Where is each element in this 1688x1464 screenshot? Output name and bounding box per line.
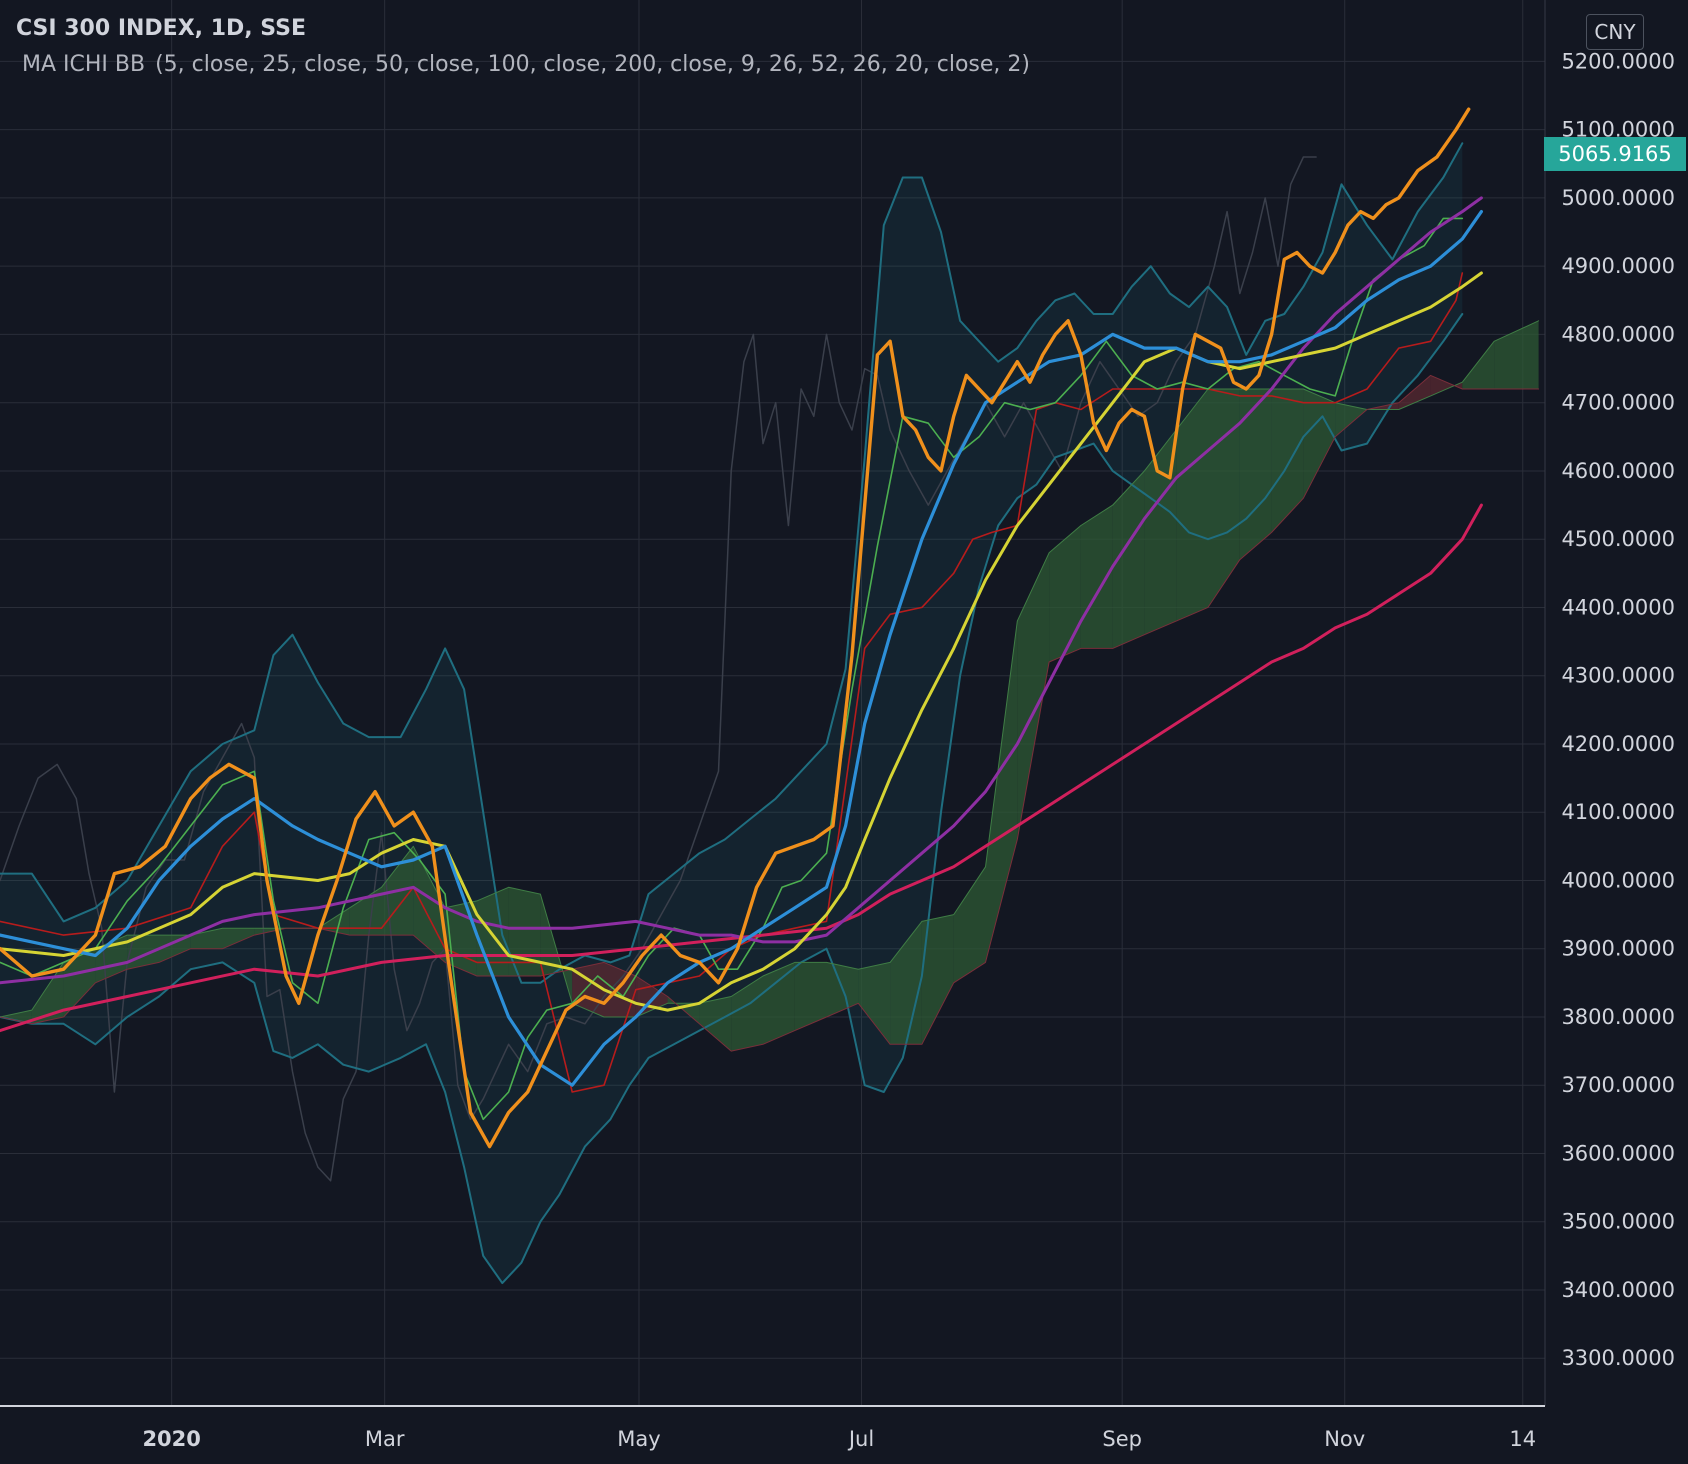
cloud-segment — [794, 962, 827, 1031]
y-tick-label: 4200.0000 — [1561, 732, 1675, 756]
y-tick-label: 3600.0000 — [1561, 1141, 1675, 1165]
y-tick-label: 4700.0000 — [1561, 391, 1675, 415]
cloud-segment — [1430, 375, 1463, 396]
bollinger-band-line — [0, 142, 1464, 984]
cloud-segment — [159, 935, 191, 963]
x-tick-label: Sep — [1102, 1427, 1142, 1451]
y-tick-label: 4800.0000 — [1561, 322, 1675, 346]
y-tick-label: 5200.0000 — [1561, 49, 1675, 73]
cloud-segment — [1144, 430, 1177, 635]
ma100-line — [0, 196, 1483, 985]
y-tick-label: 4000.0000 — [1561, 868, 1675, 892]
y-tick-label: 4300.0000 — [1561, 664, 1675, 688]
x-tick-label: 14 — [1509, 1427, 1536, 1451]
y-tick-label: 4400.0000 — [1561, 595, 1675, 619]
cloud-segment — [508, 887, 541, 976]
cloud-segment — [127, 935, 159, 970]
cloud-segment — [1398, 375, 1431, 410]
y-tick-label: 4500.0000 — [1561, 527, 1675, 551]
kijun-line — [0, 272, 1464, 1093]
indicator-name: MA ICHI BB — [22, 52, 146, 77]
x-tick-label: Mar — [365, 1427, 405, 1451]
currency-button[interactable]: CNY — [1586, 14, 1644, 50]
ichimoku-cloud — [0, 143, 1539, 1284]
indicator-params: (5, close, 25, close, 50, close, 100, cl… — [155, 52, 1030, 77]
cloud-segment — [1080, 505, 1113, 649]
grid — [0, 0, 1545, 1406]
bollinger-fill — [0, 143, 1463, 1284]
cloud-segment — [0, 1010, 32, 1024]
cloud-segment — [1239, 389, 1272, 560]
cloud-segment — [1303, 389, 1336, 499]
y-tick-label: 3900.0000 — [1561, 937, 1675, 961]
last-price-label: 5065.9165 — [1544, 137, 1686, 171]
ma200-line — [0, 503, 1483, 1033]
y-tick-label: 3400.0000 — [1561, 1278, 1675, 1302]
cloud-segment — [953, 866, 986, 983]
x-tick-label: Jul — [847, 1427, 874, 1451]
indicator-legend[interactable]: MA ICHI BB (5, close, 25, close, 50, clos… — [22, 52, 1030, 77]
y-tick-label: 3500.0000 — [1561, 1210, 1675, 1234]
y-tick-label: 5000.0000 — [1561, 186, 1675, 210]
cloud-segment — [1494, 320, 1539, 389]
cloud-segment — [1176, 389, 1208, 622]
cloud-segment — [921, 914, 954, 1045]
cloud-segment — [1017, 552, 1050, 840]
x-tick-label: 2020 — [142, 1427, 200, 1451]
y-tick-label: 4900.0000 — [1561, 254, 1675, 278]
y-tick-label: 3300.0000 — [1561, 1346, 1675, 1370]
last-price-value: 5065.9165 — [1558, 142, 1672, 166]
bollinger-band-line — [0, 313, 1464, 1285]
price-line — [0, 156, 1317, 1182]
cloud-segment — [985, 621, 1018, 963]
cloud-segment — [445, 900, 477, 976]
cloud-segment — [1208, 389, 1240, 608]
y-tick-label: 3700.0000 — [1561, 1073, 1675, 1097]
senkou-span-b-line — [0, 374, 1540, 1052]
y-tick-label: 4600.0000 — [1561, 459, 1675, 483]
cloud-segment — [731, 976, 763, 1052]
cloud-segment — [1049, 525, 1081, 662]
cloud-segment — [763, 962, 795, 1045]
symbol-title[interactable]: CSI 300 INDEX, 1D, SSE — [16, 16, 307, 41]
cloud-segment — [222, 928, 255, 949]
cloud-segment — [858, 962, 891, 1045]
series-lines — [0, 107, 1540, 1285]
y-tick-label: 3800.0000 — [1561, 1005, 1675, 1029]
cloud-segment — [699, 996, 732, 1052]
cloud-segment — [63, 948, 96, 1017]
x-tick-label: May — [617, 1427, 660, 1451]
x-tick-label: Nov — [1324, 1427, 1365, 1451]
cloud-segment — [1462, 341, 1495, 389]
cloud-segment — [1271, 389, 1304, 533]
ma5-line — [0, 107, 1471, 1149]
cloud-segment — [1112, 470, 1145, 649]
cloud-segment — [190, 928, 223, 949]
y-tick-label: 4100.0000 — [1561, 800, 1675, 824]
cloud-segment — [1335, 402, 1367, 437]
